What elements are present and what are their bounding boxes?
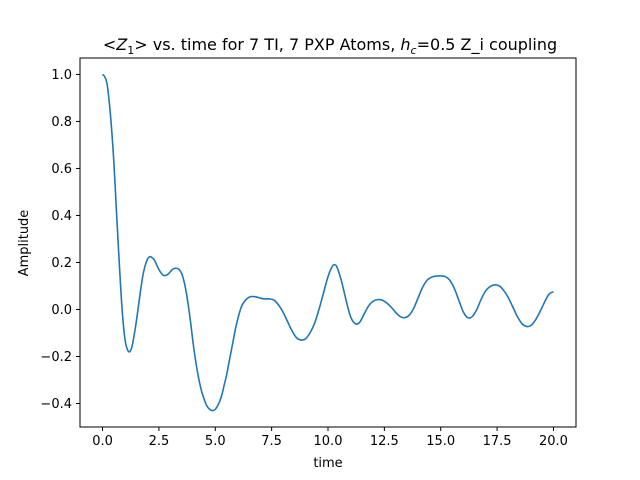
y-tick-label: 1.0 [51, 68, 72, 83]
title-z-close: > [134, 35, 147, 54]
title-h-var: h [400, 35, 410, 54]
y-tick-label: 0.4 [51, 209, 72, 224]
y-tick-label: 0.2 [51, 256, 72, 271]
x-axis-label: time [313, 456, 342, 471]
x-tick-label: 20.0 [539, 434, 568, 449]
x-tick-label: 2.5 [149, 434, 170, 449]
title-h-subscript: c [411, 44, 417, 57]
chart-title: <Z1> vs. time for 7 TI, 7 PXP Atoms, hc=… [103, 35, 557, 57]
y-tick-label: −0.2 [40, 350, 72, 365]
x-tick-label: 0.0 [92, 434, 113, 449]
y-tick-label: −0.4 [40, 397, 72, 412]
y-tick-label: 0.6 [51, 162, 72, 177]
title-z-open: < [103, 35, 116, 54]
x-tick-label: 12.5 [370, 434, 399, 449]
title-middle: vs. time for 7 TI, 7 PXP Atoms, [148, 35, 401, 54]
title-z-var: Z [115, 35, 128, 54]
y-tick-label: 0.0 [51, 303, 72, 318]
x-tick-label: 15.0 [426, 434, 455, 449]
y-axis-label: Amplitude [17, 210, 32, 277]
series-line [101, 73, 554, 412]
title-tail: =0.5 Z_i coupling [417, 35, 558, 55]
plot-frame [79, 57, 577, 428]
x-tick-label: 17.5 [483, 434, 512, 449]
x-tick-label: 5.0 [205, 434, 226, 449]
x-tick-label: 10.0 [314, 434, 343, 449]
series-layer [101, 73, 554, 412]
y-tick-label: 0.8 [51, 115, 72, 130]
title-z-subscript: 1 [127, 44, 134, 57]
ticks-layer: 0.0 2.5 5.0 7.5 10.0 12.5 15.0 17.5 20.0 −0.4 −0.2… [40, 68, 568, 449]
x-tick-label: 7.5 [261, 434, 282, 449]
